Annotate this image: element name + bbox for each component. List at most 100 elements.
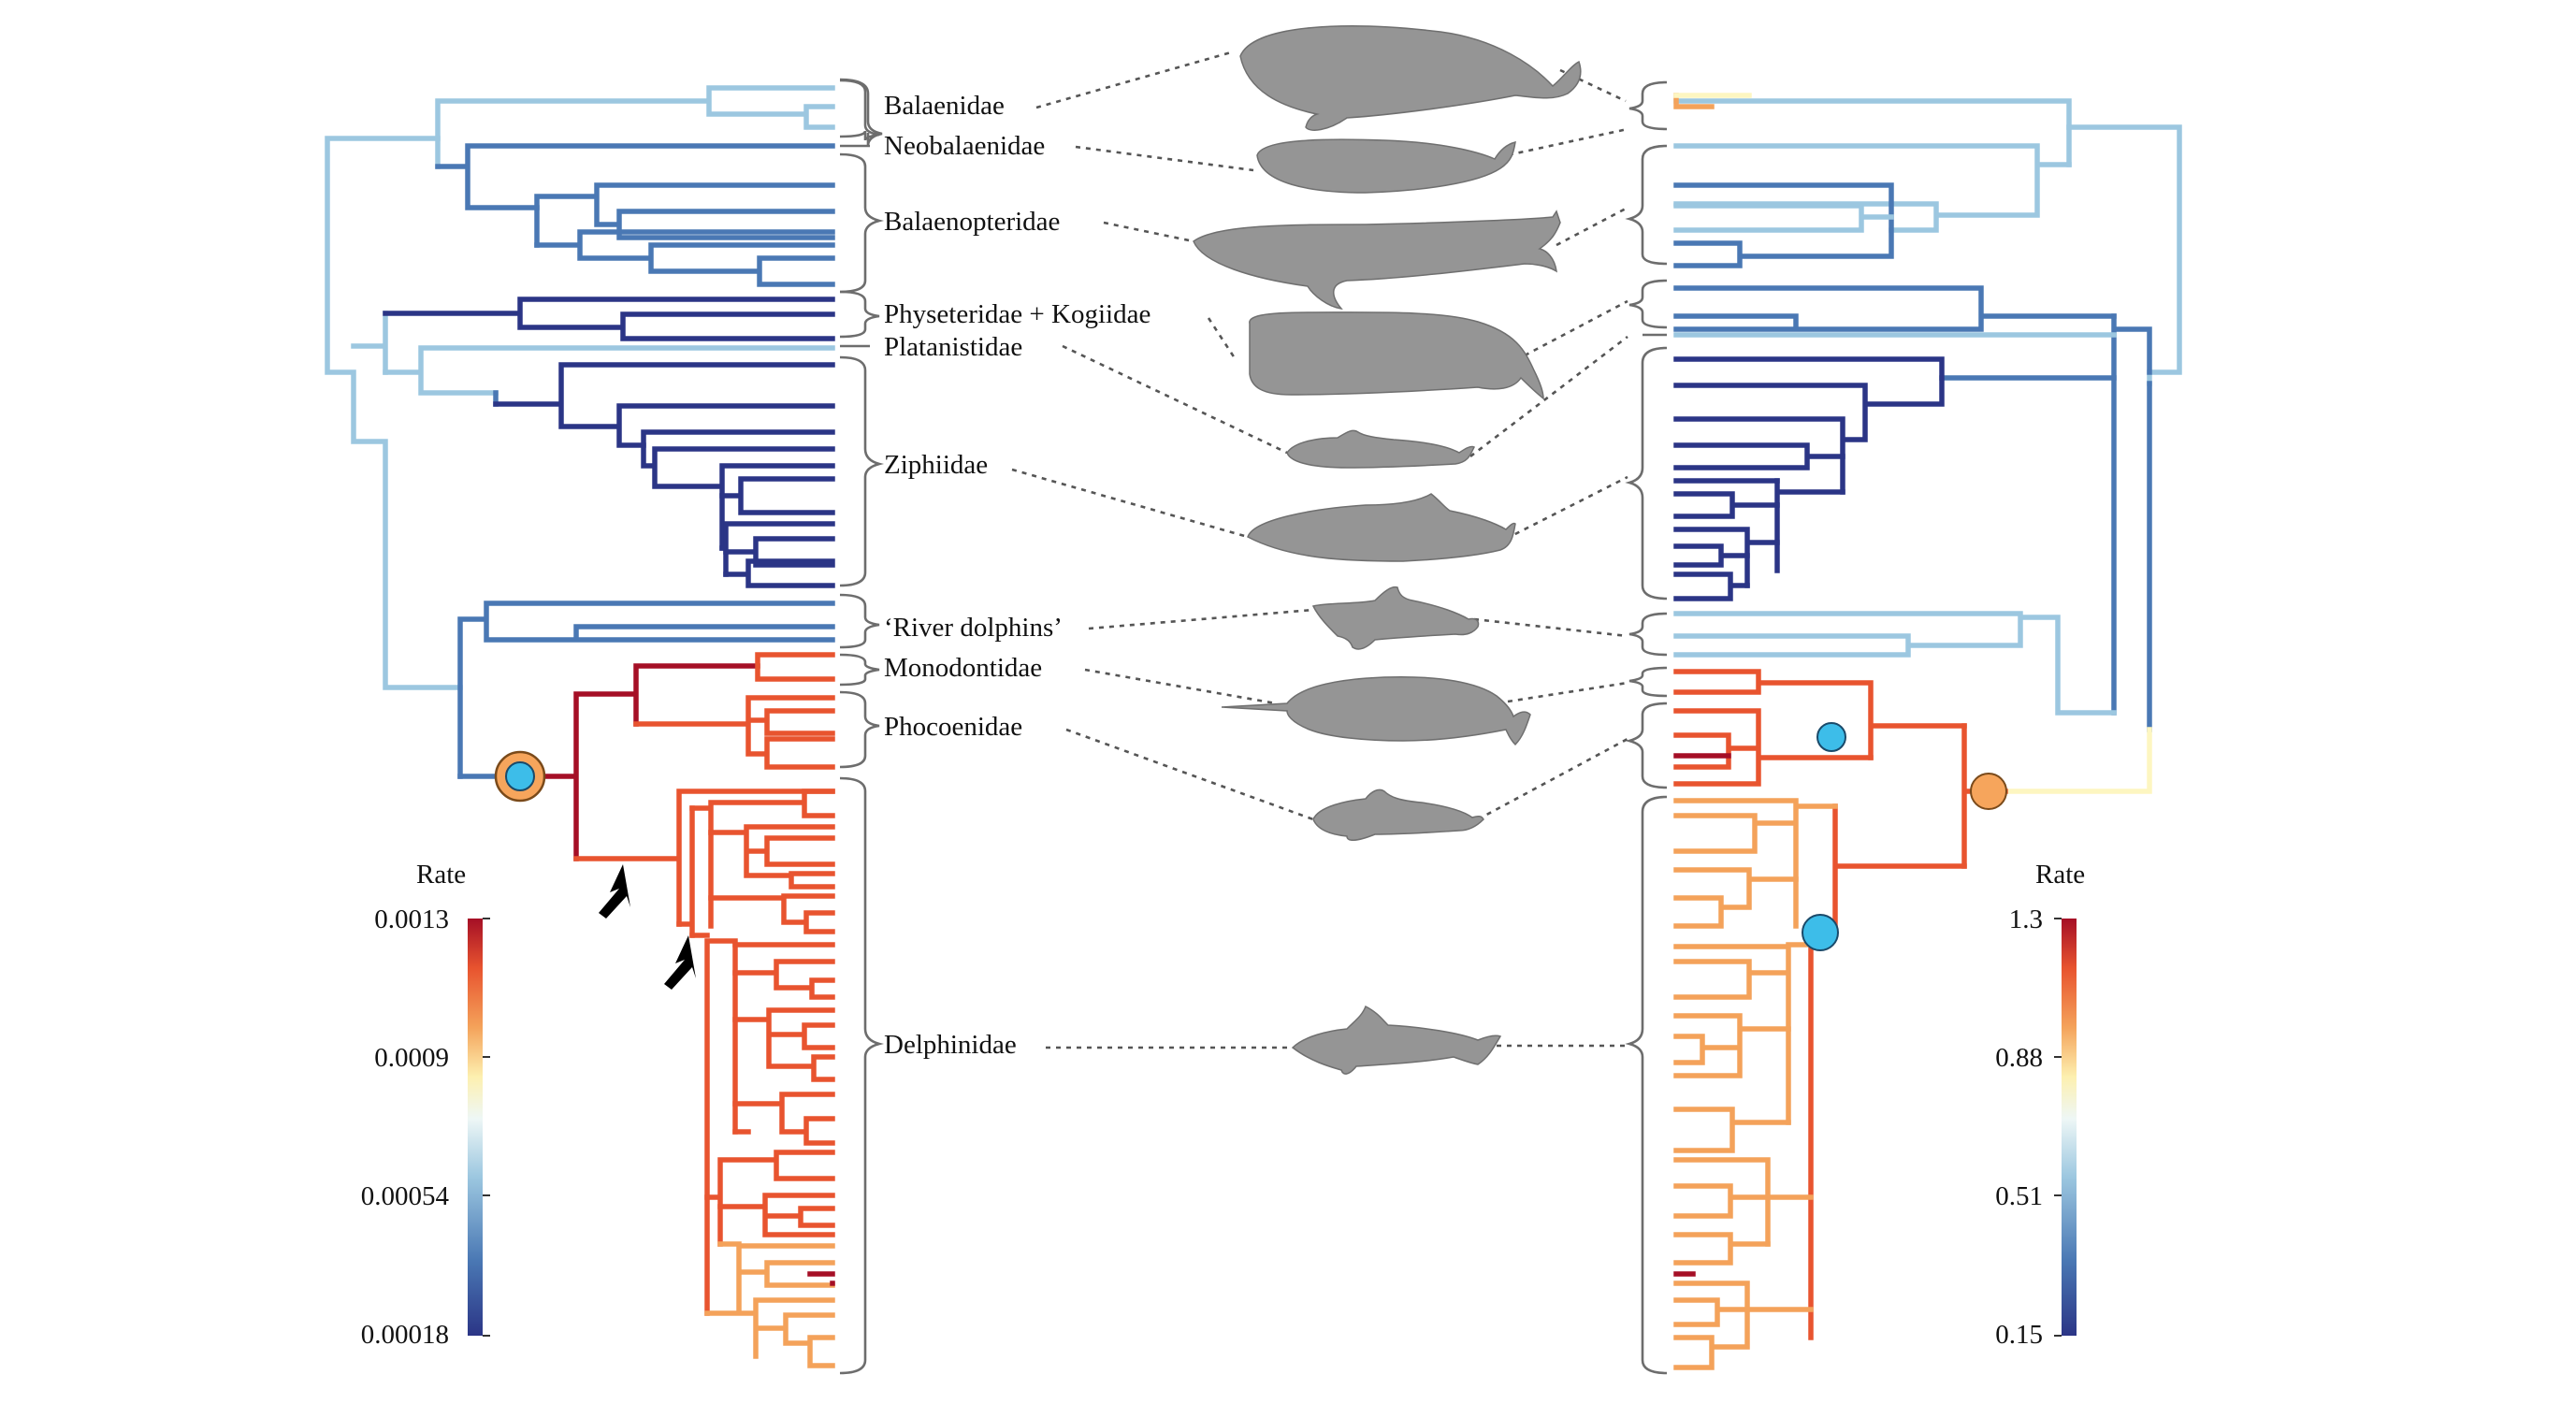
tree-branch: [689, 789, 835, 929]
tree-branch: [1673, 1157, 1814, 1247]
tree-branch: [755, 652, 835, 682]
legend-left-tick: 0.0013: [374, 904, 449, 934]
whale-silhouette-icon: [1286, 429, 1476, 469]
tree-branch: [1673, 478, 1780, 588]
tree-branch: [732, 942, 835, 1000]
tree-branch: [1673, 356, 1945, 495]
shift-marker-blue: [1802, 914, 1839, 951]
tree-branch: [2003, 727, 2152, 794]
label-platanistidae: Platanistidae: [884, 332, 1022, 362]
tree-branch: [1673, 442, 1845, 573]
shift-marker-orange: [1970, 773, 2007, 810]
connector-phocoenidae-left: [1065, 728, 1314, 821]
tree-branch: [1673, 285, 2117, 332]
right-clade-brackets: [1625, 80, 1668, 1375]
tree-branch: [1673, 942, 1814, 1125]
tree-branch: [723, 536, 835, 588]
tree-branch: [1673, 182, 1894, 268]
tree-branch: [1808, 933, 1838, 1340]
legend-right-tick: 0.51: [1995, 1181, 2043, 1211]
connector-balaenopteridae-right: [1556, 206, 1628, 247]
whale-silhouette-icon: [1247, 493, 1516, 562]
tree-branch: [717, 1193, 835, 1237]
arrow-icon: [599, 864, 630, 919]
legend-right-title: Rate: [2035, 860, 2085, 890]
bracket-monodontidae: [839, 653, 880, 687]
label-delphinidae: Delphinidae: [884, 1030, 1017, 1060]
bracket-ziphiidae: [839, 355, 885, 587]
right-bracket-monodontidae: [1628, 666, 1668, 698]
tree-branch: [704, 1297, 835, 1368]
connector-balaenidae-left: [1035, 51, 1232, 109]
label-phocoenidae: Phocoenidae: [884, 712, 1022, 742]
whale-silhouette-icon: [1291, 1005, 1502, 1075]
whale-silhouette-icon: [1312, 789, 1484, 841]
tree-branch: [325, 136, 463, 690]
tree-branch: [2066, 124, 2182, 386]
tree-branch: [1673, 867, 1799, 929]
bracket-balaenidae-shape: [839, 79, 880, 141]
connector-neobalaenidae-left: [1075, 145, 1254, 172]
tree-branch: [534, 229, 835, 287]
left-clade-brackets: [839, 78, 885, 1375]
legend-left-tick: 0.00054: [361, 1181, 450, 1211]
tree-branch: [641, 429, 835, 551]
tree-branch: [534, 182, 835, 248]
legend-left: Rate 0.0013 0.0009 0.00054 0.00018: [361, 860, 490, 1350]
tree-branch: [1673, 611, 2117, 716]
connector-balaenopteridae-left: [1103, 221, 1194, 243]
tree-branch: [1673, 1232, 1771, 1266]
legend-right-tick: 1.3: [2009, 904, 2043, 934]
connector-neobalaenidae-right: [1498, 127, 1628, 159]
label-balaenidae: Balaenidae: [884, 91, 1005, 121]
label-river-dolphins: ‘River dolphins’: [884, 613, 1063, 643]
arrows: [599, 864, 696, 990]
tree-branch: [1832, 803, 1967, 938]
tree-branch: [435, 85, 835, 169]
whale-silhouette-icon: [1221, 675, 1531, 746]
rate-shift-markers: [494, 722, 2007, 951]
tree-branch: [1673, 543, 1750, 601]
label-balaenopteridae: Balaenopteridae: [884, 207, 1060, 237]
tree-branch: [676, 805, 695, 938]
left-phylogeny: [325, 85, 835, 1368]
label-physeteridae-kogiidae: Physeteridae + Kogiidae: [884, 299, 1151, 329]
whale-silhouette-icon: [1249, 311, 1544, 400]
tree-branch: [1673, 798, 1838, 929]
connector-physeteridae-left: [1207, 317, 1238, 362]
connector-ziphiidae-right: [1505, 475, 1628, 541]
tree-branch: [383, 345, 835, 396]
tree-branch: [383, 297, 835, 341]
tree-branch: [689, 933, 738, 1316]
shift-marker-blue: [505, 761, 535, 791]
right-bracket-physeteridae: [1628, 279, 1668, 329]
connector-monodontidae-left: [1084, 668, 1277, 705]
tree-branch: [457, 600, 835, 779]
connector-ziphiidae-left: [1011, 468, 1249, 539]
whale-silhouette-icon: [1193, 210, 1561, 311]
right-bracket-phocoenidae: [1625, 702, 1668, 789]
tree-branch: [1673, 143, 2072, 233]
tree-branch: [1673, 98, 2072, 167]
tree-branch: [719, 476, 835, 577]
connector-platanistidae-left: [1062, 344, 1288, 455]
right-bracket-delphinidae: [1625, 795, 1668, 1375]
tree-branch: [540, 663, 760, 861]
tree-branch: [708, 893, 835, 934]
connector-platanistidae-right: [1469, 335, 1628, 458]
tree-branch: [807, 1271, 835, 1286]
tree-branch: [2111, 313, 2152, 732]
tree-branch: [1673, 708, 1874, 787]
tree-branch: [1673, 1107, 1791, 1153]
whale-silhouette-icon: [1256, 138, 1516, 194]
dotted-connectors: [1011, 51, 1628, 1049]
legend-right: Rate 1.3 0.88 0.51 0.15: [1995, 860, 2085, 1350]
legend-left-title: Rate: [416, 860, 466, 890]
whale-silhouette-icon: [1239, 25, 1582, 131]
label-neobalaenidae: Neobalaenidae: [884, 131, 1045, 161]
tree-branch: [1673, 669, 1967, 760]
tree-branch: [732, 1007, 835, 1082]
label-ziphiidae: Ziphiidae: [884, 450, 988, 480]
bracket-river-dolphins: [839, 593, 880, 649]
